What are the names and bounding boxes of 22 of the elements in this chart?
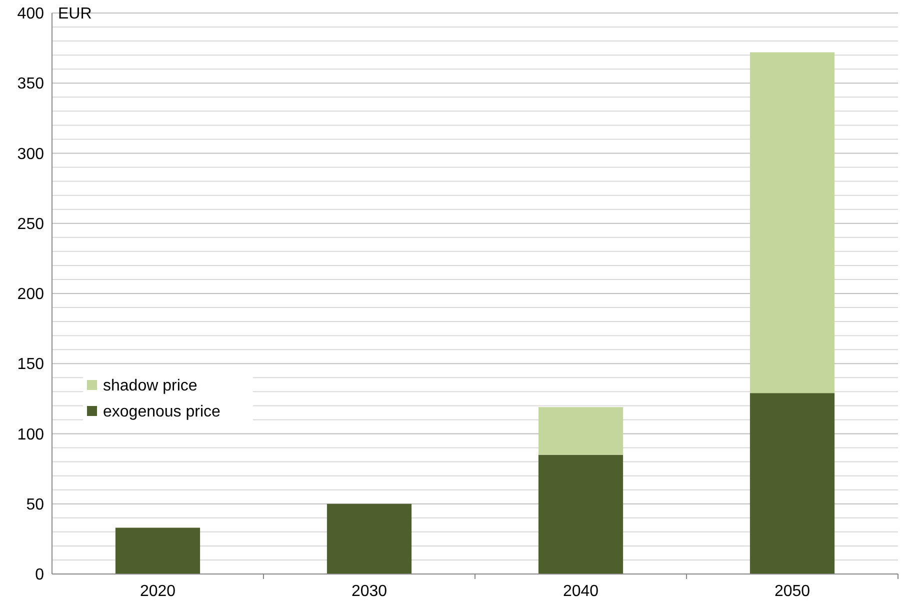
bar — [538, 407, 624, 455]
bar — [750, 52, 835, 394]
bar — [115, 528, 200, 574]
y-tick-label: 200 — [17, 286, 44, 304]
y-tick-label: 250 — [17, 216, 44, 233]
y-tick-label: 100 — [17, 426, 44, 444]
x-tick-label: 2040 — [562, 583, 599, 600]
y-tick-label: 350 — [17, 76, 44, 93]
y-tick-label: 0 — [35, 566, 44, 584]
bar — [326, 504, 412, 574]
legend-label: shadow price — [103, 378, 198, 395]
x-tick-label: 2050 — [774, 583, 810, 600]
y-tick-label: 50 — [26, 496, 44, 514]
y-axis-title: EUR — [58, 6, 92, 23]
bar — [750, 393, 835, 574]
y-tick-label: 300 — [17, 146, 44, 163]
y-tick-label: 400 — [17, 6, 44, 23]
legend-label: exogenous price — [103, 404, 221, 421]
x-tick-label: 2030 — [351, 583, 388, 600]
bar — [538, 454, 624, 574]
x-tick-label: 2020 — [140, 583, 176, 600]
y-tick-label: 150 — [17, 356, 44, 374]
